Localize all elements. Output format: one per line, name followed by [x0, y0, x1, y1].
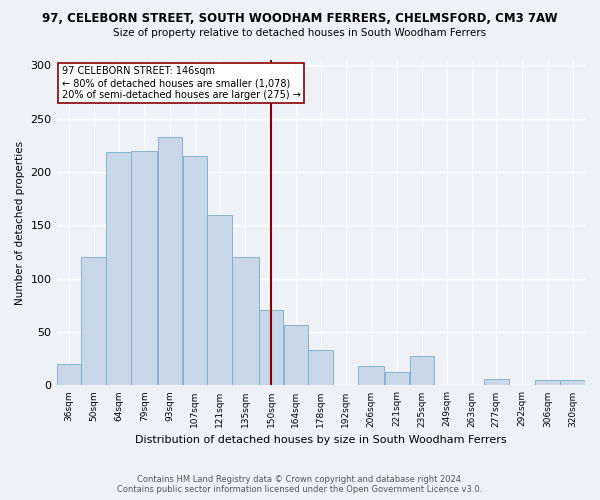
Bar	[284, 324, 308, 386]
Bar	[385, 372, 409, 386]
Bar	[308, 350, 333, 386]
Bar	[259, 310, 283, 386]
Text: 97, CELEBORN STREET, SOUTH WOODHAM FERRERS, CHELMSFORD, CM3 7AW: 97, CELEBORN STREET, SOUTH WOODHAM FERRE…	[42, 12, 558, 26]
Text: Contains HM Land Registry data © Crown copyright and database right 2024.: Contains HM Land Registry data © Crown c…	[137, 475, 463, 484]
Bar	[410, 356, 434, 386]
Bar	[106, 152, 131, 386]
Bar	[535, 380, 560, 386]
Y-axis label: Number of detached properties: Number of detached properties	[15, 140, 25, 305]
Bar	[56, 364, 81, 386]
Text: Contains public sector information licensed under the Open Government Licence v3: Contains public sector information licen…	[118, 485, 482, 494]
Bar	[358, 366, 385, 386]
X-axis label: Distribution of detached houses by size in South Woodham Ferrers: Distribution of detached houses by size …	[135, 435, 506, 445]
Bar	[208, 214, 232, 386]
Bar	[560, 380, 585, 386]
Bar	[82, 258, 106, 386]
Text: 97 CELEBORN STREET: 146sqm
← 80% of detached houses are smaller (1,078)
20% of s: 97 CELEBORN STREET: 146sqm ← 80% of deta…	[62, 66, 301, 100]
Bar	[131, 150, 157, 386]
Bar	[484, 379, 509, 386]
Bar	[182, 156, 207, 386]
Bar	[158, 137, 182, 386]
Bar	[232, 258, 259, 386]
Text: Size of property relative to detached houses in South Woodham Ferrers: Size of property relative to detached ho…	[113, 28, 487, 38]
